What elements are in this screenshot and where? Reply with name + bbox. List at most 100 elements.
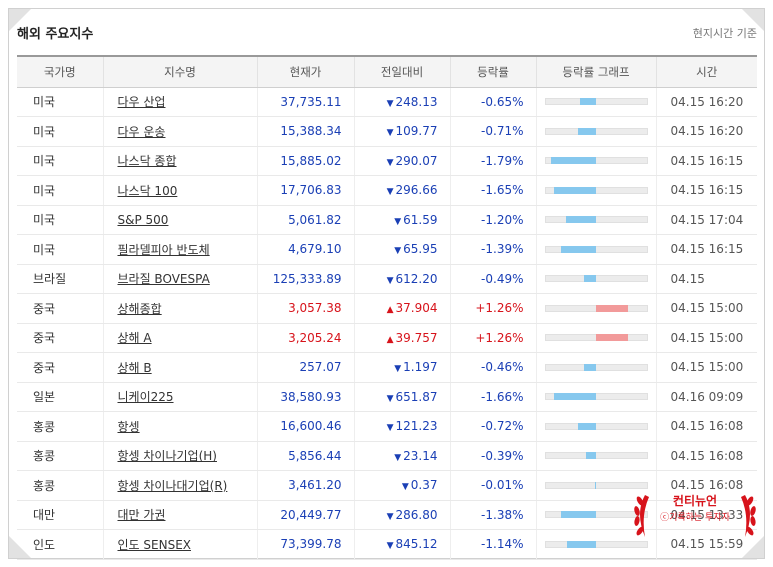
col-header-rate: 등락률 <box>449 55 536 88</box>
watermark: 컨티뉴언 ⓒ기록하는 투자자 <box>631 487 759 547</box>
time-cell: 04.15 16:20 <box>655 87 757 117</box>
triangle-up-icon: ▲ <box>386 334 394 345</box>
time-cell: 04.15 16:08 <box>655 470 757 501</box>
rate-graph-track <box>544 334 648 342</box>
index-link[interactable]: S&P 500 <box>117 212 169 227</box>
table-row: 홍콩 항셍 차이나대기업(R) 3,461.20 ▼ 0.37 -0.01% 04.15 1… <box>17 470 757 501</box>
rate-graph-track <box>544 186 648 194</box>
table-row: 미국 다우 운송 15,388.34 ▼ 109.77 -0.71% 04.15 16:20 <box>17 116 757 147</box>
col-header-price: 현재가 <box>256 55 354 88</box>
price-cell: 3,461.20 <box>256 470 354 501</box>
rate-cell: -1.79% <box>449 146 536 176</box>
index-link[interactable]: 항셍 <box>117 419 140 434</box>
change-cell: ▼ 1.197 <box>353 352 450 383</box>
indices-table: 국가명 지수명 현재가 전일대비 등락률 등락률 그래프 시간 미국 다우 산업 3… <box>17 55 757 560</box>
triangle-down-icon: ▼ <box>386 187 394 198</box>
laurel-icon <box>634 495 756 537</box>
table-row: 미국 나스닥 종합 15,885.02 ▼ 290.07 -1.79% 04.15 16:1… <box>17 146 757 176</box>
change-cell: ▼ 109.77 <box>353 116 450 147</box>
change-cell: ▼ 290.07 <box>353 146 450 176</box>
time-cell: 04.15 13:33 <box>655 500 757 530</box>
change-cell: ▼ 23.14 <box>353 441 450 471</box>
change-value: 290.07 <box>395 153 438 168</box>
time-cell: 04.15 17:04 <box>655 205 757 235</box>
index-link[interactable]: 다우 산업 <box>117 95 166 110</box>
rate-graph-bar <box>596 334 628 342</box>
change-value: 121.23 <box>395 419 438 434</box>
table-row: 중국 상해 B 257.07 ▼ 1.197 -0.46% 04.15 15:00 <box>17 352 757 383</box>
table-header-row: 국가명 지수명 현재가 전일대비 등락률 등락률 그래프 시간 <box>17 55 757 88</box>
index-link[interactable]: 브라질 BOVESPA <box>117 272 210 287</box>
col-header-time: 시간 <box>655 55 757 88</box>
rate-graph-track <box>544 127 648 135</box>
index-name-cell: 상해 A <box>102 323 257 353</box>
time-cell: 04.15 16:08 <box>655 411 757 442</box>
change-value: 39.757 <box>395 330 438 345</box>
table-row: 미국 S&P 500 5,061.82 ▼ 61.59 -1.20% 04.15 17:04 <box>17 205 757 235</box>
time-cell: 04.15 16:08 <box>655 441 757 471</box>
rate-graph-cell <box>535 441 656 471</box>
country-cell: 미국 <box>17 175 103 206</box>
change-cell: ▼ 61.59 <box>353 205 450 235</box>
index-name-cell: 브라질 BOVESPA <box>102 264 257 294</box>
rate-graph-cell <box>535 411 656 442</box>
change-cell: ▼ 845.12 <box>353 529 450 560</box>
table-row: 중국 상해종합 3,057.38 ▲ 37.904 +1.26% 04.15 15:00 <box>17 293 757 324</box>
change-value: 0.37 <box>410 478 438 493</box>
rate-graph-bar <box>560 245 596 253</box>
index-name-cell: 나스닥 종합 <box>102 146 257 176</box>
rate-cell: -0.71% <box>449 116 536 147</box>
rate-graph-cell <box>535 529 656 560</box>
price-cell: 38,580.93 <box>256 382 354 412</box>
price-cell: 3,205.24 <box>256 323 354 353</box>
rate-graph-bar <box>583 275 596 283</box>
change-value: 296.66 <box>395 183 438 198</box>
rate-graph-track <box>544 481 648 489</box>
index-link[interactable]: 상해 A <box>117 331 152 346</box>
change-value: 109.77 <box>395 124 438 139</box>
change-value: 61.59 <box>403 212 438 227</box>
table-row: 브라질 브라질 BOVESPA 125,333.89 ▼ 612.20 -0.49% 04.… <box>17 264 757 294</box>
country-cell: 브라질 <box>17 264 103 294</box>
index-link[interactable]: 나스닥 종합 <box>117 154 177 169</box>
country-cell: 미국 <box>17 116 103 147</box>
time-basis-note: 현지시간 기준 <box>692 27 757 40</box>
price-cell: 15,388.34 <box>256 116 354 147</box>
change-cell: ▼ 0.37 <box>353 470 450 501</box>
table-body: 미국 다우 산업 37,735.11 ▼ 248.13 -0.65% 04.15 16:20… <box>17 87 757 560</box>
triangle-down-icon: ▼ <box>394 364 402 375</box>
index-link[interactable]: 대만 가권 <box>117 508 166 523</box>
rate-graph-track <box>544 422 648 430</box>
rate-graph-bar <box>584 363 596 371</box>
country-cell: 미국 <box>17 234 103 265</box>
panel-title: 해외 주요지수 <box>17 27 94 42</box>
change-cell: ▼ 65.95 <box>353 234 450 265</box>
rate-graph-track <box>544 275 648 283</box>
rate-graph-bar <box>578 127 596 135</box>
index-link[interactable]: 인도 SENSEX <box>117 537 192 552</box>
change-cell: ▼ 286.80 <box>353 500 450 530</box>
change-cell: ▼ 121.23 <box>353 411 450 442</box>
price-cell: 73,399.78 <box>256 529 354 560</box>
index-name-cell: 상해 B <box>102 352 257 383</box>
watermark-title: 컨티뉴언 <box>672 494 718 508</box>
watermark-subtitle: ⓒ기록하는 투자자 <box>660 513 730 523</box>
index-link[interactable]: 상해 B <box>117 360 152 375</box>
country-cell: 미국 <box>17 146 103 176</box>
index-name-cell: 항셍 차이나기업(H) <box>102 441 257 471</box>
time-cell: 04.15 16:15 <box>655 234 757 265</box>
index-link[interactable]: 항셍 차이나대기업(R) <box>117 478 228 493</box>
index-link[interactable]: 상해종합 <box>117 301 162 316</box>
index-link[interactable]: 다우 운송 <box>117 124 166 139</box>
triangle-up-icon: ▲ <box>386 305 394 316</box>
change-value: 23.14 <box>403 448 438 463</box>
index-link[interactable]: 나스닥 100 <box>117 183 178 198</box>
rate-graph-track <box>544 393 648 401</box>
index-name-cell: 인도 SENSEX <box>102 529 257 560</box>
rate-graph-cell <box>535 293 656 324</box>
price-cell: 257.07 <box>256 352 354 383</box>
index-link[interactable]: 필라델피아 반도체 <box>117 242 210 257</box>
index-link[interactable]: 니케이225 <box>117 390 174 405</box>
index-link[interactable]: 항셍 차이나기업(H) <box>117 449 217 464</box>
price-cell: 5,061.82 <box>256 205 354 235</box>
